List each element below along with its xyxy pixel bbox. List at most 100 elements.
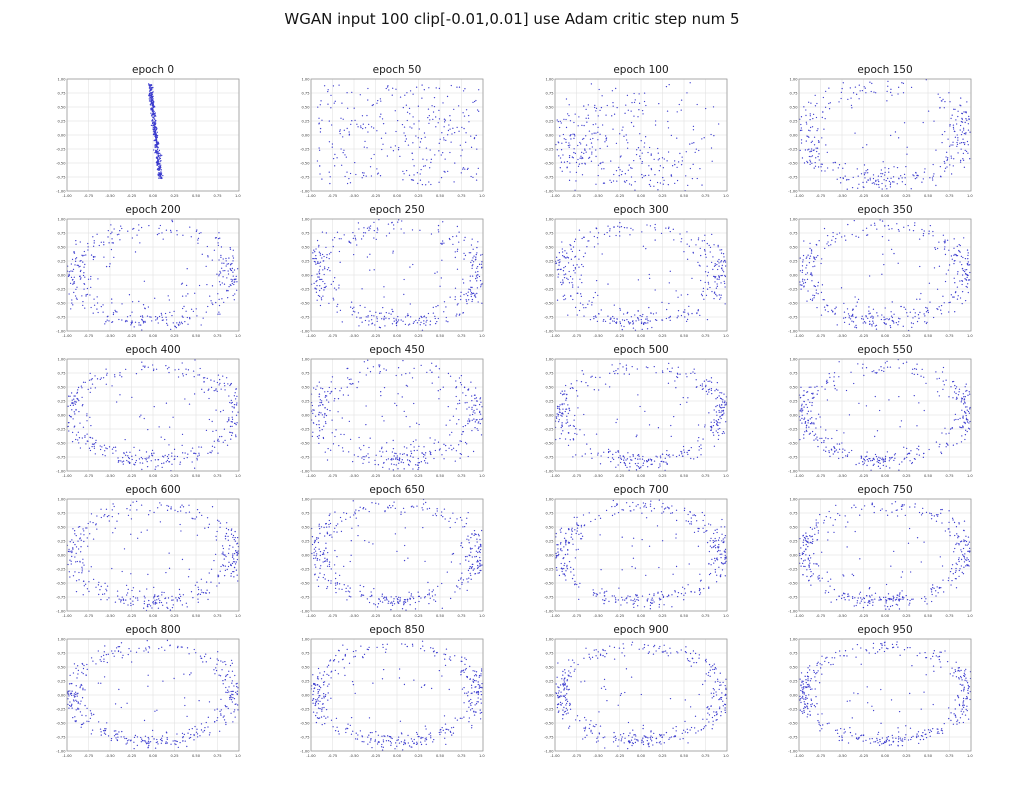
scatter-plot: -1.00 1.00 -0.75 0.75 -0.50 0.50 -0.25 0.25 0.00… (300, 217, 485, 338)
subplot-title: epoch 650 (369, 484, 425, 496)
y-tick-label: 0.00 (57, 693, 66, 697)
y-tick-label: 0.75 (57, 231, 65, 235)
scatter-plot: -1.00 1.00 -0.75 0.75 -0.50 0.50 -0.25 0.25 0.00… (544, 357, 729, 478)
y-tick-label: -0.75 (300, 175, 309, 179)
y-tick-label: 0.00 (545, 693, 554, 697)
y-tick-label: -0.50 (56, 161, 66, 165)
x-tick-label: 0.75 (701, 334, 709, 338)
y-tick-label: -0.75 (788, 175, 797, 179)
x-tick-label: -1.00 (550, 334, 560, 338)
y-tick-label: -0.25 (544, 147, 553, 151)
x-tick-label: 0.75 (213, 754, 221, 758)
x-tick-label: -0.50 (349, 194, 359, 198)
x-tick-label: 1.00 (235, 754, 241, 758)
y-tick-label: 1.00 (301, 77, 310, 81)
x-tick-label: -0.25 (615, 614, 624, 618)
x-tick-label: 0.50 (192, 474, 201, 478)
subplot-title: epoch 700 (613, 484, 669, 496)
x-tick-label: 0.75 (945, 474, 953, 478)
x-tick-label: 1.00 (479, 754, 485, 758)
y-tick-label: 0.50 (301, 525, 310, 529)
x-tick-label: -1.00 (62, 474, 72, 478)
x-tick-label: 0.75 (945, 754, 953, 758)
x-tick-label: 0.25 (902, 334, 910, 338)
x-tick-label: -0.50 (837, 334, 847, 338)
x-tick-label: 0.00 (149, 474, 158, 478)
y-tick-label: -0.50 (788, 301, 798, 305)
x-tick-label: 0.50 (436, 334, 445, 338)
x-tick-label: -1.00 (62, 334, 72, 338)
x-tick-label: 0.50 (192, 754, 201, 758)
x-tick-label: -0.25 (615, 754, 624, 758)
scatter-plot: -1.00 1.00 -0.75 0.75 -0.50 0.50 -0.25 0.25 0.00… (788, 497, 973, 618)
scatter-plot: -1.00 1.00 -0.75 0.75 -0.50 0.50 -0.25 0.25 0.00… (544, 77, 729, 198)
x-tick-label: 1.00 (479, 334, 485, 338)
scatter-points (799, 79, 971, 190)
subplot-epoch-900: epoch 900 -1.00 1.00 -0.75 0.75 -0.50 0.50 -0.2… (539, 624, 729, 764)
y-tick-label: -0.50 (300, 301, 310, 305)
scatter-plot: -1.00 1.00 -0.75 0.75 -0.50 0.50 -0.25 0.25 0.00… (544, 217, 729, 338)
scatter-points (66, 219, 239, 331)
x-tick-label: -1.00 (550, 614, 560, 618)
y-tick-label: 0.50 (301, 385, 310, 389)
x-tick-label: 0.75 (945, 194, 953, 198)
x-tick-label: -1.00 (306, 474, 316, 478)
subplot-title: epoch 800 (125, 624, 181, 636)
x-tick-label: 0.25 (170, 474, 178, 478)
x-tick-label: -1.00 (62, 754, 72, 758)
y-tick-label: 1.00 (301, 637, 310, 641)
x-tick-label: 0.00 (881, 474, 890, 478)
scatter-plot: -1.00 1.00 -0.75 0.75 -0.50 0.50 -0.25 0.25 0.00… (300, 77, 485, 198)
x-tick-label: -0.75 (84, 614, 93, 618)
y-tick-label: -0.25 (56, 147, 65, 151)
subplot-epoch-650: epoch 650 -1.00 1.00 -0.75 0.75 -0.50 0.50 -0.2… (295, 484, 485, 624)
y-tick-label: -0.50 (788, 161, 798, 165)
plot-border (554, 358, 728, 472)
y-tick-label: -0.25 (544, 707, 553, 711)
y-tick-label: -1.00 (56, 749, 66, 753)
plot-border (66, 638, 240, 752)
y-tick-label: 0.25 (545, 399, 553, 403)
x-tick-label: -0.75 (816, 194, 825, 198)
x-tick-label: -0.25 (859, 334, 868, 338)
y-tick-label: -0.25 (544, 287, 553, 291)
subplot-title: epoch 200 (125, 204, 181, 216)
y-tick-label: 0.00 (545, 413, 554, 417)
subplot-epoch-50: epoch 50 -1.00 1.00 -0.75 0.75 -0.50 0.50 -0.25… (295, 64, 485, 204)
x-tick-label: -0.25 (127, 474, 136, 478)
y-tick-label: 0.50 (545, 105, 554, 109)
x-tick-label: 0.50 (436, 194, 445, 198)
x-tick-label: 0.50 (924, 474, 933, 478)
y-tick-label: -0.25 (56, 427, 65, 431)
y-tick-label: -0.75 (56, 175, 65, 179)
x-tick-label: -0.75 (816, 474, 825, 478)
y-tick-label: 0.00 (57, 133, 66, 137)
y-tick-label: 0.25 (301, 259, 309, 263)
x-tick-label: -0.75 (572, 334, 581, 338)
y-tick-label: 1.00 (301, 217, 310, 221)
y-tick-label: 0.75 (545, 371, 553, 375)
x-tick-label: 1.00 (967, 474, 973, 478)
x-tick-label: -0.50 (593, 194, 603, 198)
x-tick-label: -0.25 (615, 194, 624, 198)
y-tick-label: 0.75 (57, 651, 65, 655)
y-tick-label: -0.75 (544, 735, 553, 739)
y-tick-label: -0.50 (788, 441, 798, 445)
y-tick-label: 0.75 (301, 511, 309, 515)
x-tick-label: 0.00 (637, 754, 646, 758)
x-tick-label: 0.50 (924, 614, 933, 618)
x-tick-label: 0.00 (149, 194, 158, 198)
y-tick-label: 0.00 (301, 693, 310, 697)
y-tick-label: 0.50 (789, 245, 798, 249)
plot-border (554, 638, 728, 752)
x-tick-label: -0.75 (816, 754, 825, 758)
x-tick-label: -0.25 (371, 474, 380, 478)
scatter-points (66, 500, 240, 612)
x-tick-label: 1.00 (967, 194, 973, 198)
scatter-plot: -1.00 1.00 -0.75 0.75 -0.50 0.50 -0.25 0.25 0.00… (788, 637, 973, 758)
y-tick-label: 0.75 (789, 231, 797, 235)
y-tick-label: -0.75 (788, 455, 797, 459)
subplot-title: epoch 250 (369, 204, 425, 216)
y-tick-label: 0.50 (301, 105, 310, 109)
y-tick-label: 1.00 (57, 637, 66, 641)
